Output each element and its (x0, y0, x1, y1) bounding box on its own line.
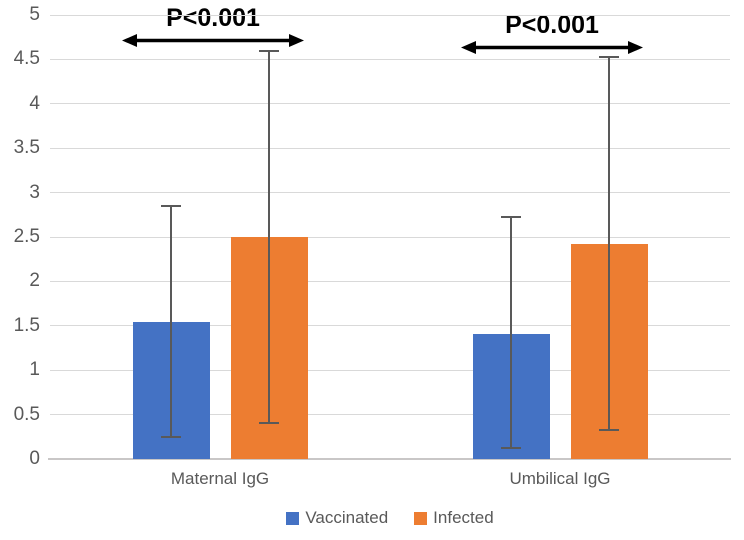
error-bar-cap (161, 435, 181, 438)
gridline (50, 280, 730, 282)
legend-label: Infected (433, 508, 494, 527)
legend: Vaccinated Infected (50, 508, 730, 528)
y-tick-label: 4.5 (13, 48, 40, 70)
p-value-label: P<0.001 (166, 4, 260, 32)
category-label-maternal: Maternal IgG (170, 469, 270, 488)
error-bar-cap (501, 447, 521, 450)
error-bar-cap (599, 55, 619, 58)
y-tick-label: 3.5 (13, 137, 40, 159)
gridline (50, 103, 730, 105)
legend-item-infected: Infected (414, 508, 494, 528)
legend-swatch-infected (414, 511, 428, 525)
gridline (50, 369, 730, 371)
gridline (50, 192, 730, 194)
gridline (50, 325, 730, 327)
gridline (50, 14, 730, 16)
y-tick-label: 2 (29, 270, 40, 292)
error-bar-cap (161, 204, 181, 207)
p-value-label: P<0.001 (505, 11, 599, 39)
y-tick-label: 4 (29, 92, 40, 114)
significance-annotation-umbilical: P<0.001 (461, 11, 643, 55)
legend-item-vaccinated: Vaccinated (286, 508, 388, 528)
gridline (50, 414, 730, 416)
error-bar-cap (259, 49, 279, 52)
x-axis-line (48, 458, 731, 460)
y-tick-label: 0.5 (13, 403, 40, 425)
double-arrow-icon (122, 34, 304, 47)
y-tick-label: 5 (29, 4, 40, 25)
legend-label: Vaccinated (305, 508, 389, 527)
gridline (50, 147, 730, 149)
double-arrow-icon (461, 41, 643, 54)
y-tick-label: 2.5 (13, 226, 40, 247)
error-bar-cap (501, 216, 521, 219)
gridline (50, 236, 730, 238)
gridline (50, 58, 730, 60)
category-label-umbilical: Umbilical IgG (509, 469, 611, 488)
y-tick-label: 0 (29, 448, 40, 469)
error-bar-infected-maternal-igg (268, 50, 270, 424)
error-bar-vaccinated-maternal-igg (170, 205, 172, 437)
legend-swatch-vaccinated (286, 511, 300, 525)
error-bar-cap (599, 428, 619, 431)
y-tick-label: 1.5 (13, 314, 40, 336)
error-bar-infected-umbilical-igg (608, 56, 610, 430)
y-tick-label: 3 (29, 181, 40, 203)
error-bar-vaccinated-umbilical-igg (510, 217, 512, 449)
y-tick-label: 1 (29, 359, 40, 381)
significance-annotation-maternal: P<0.001 (122, 4, 304, 48)
error-bar-cap (259, 422, 279, 425)
